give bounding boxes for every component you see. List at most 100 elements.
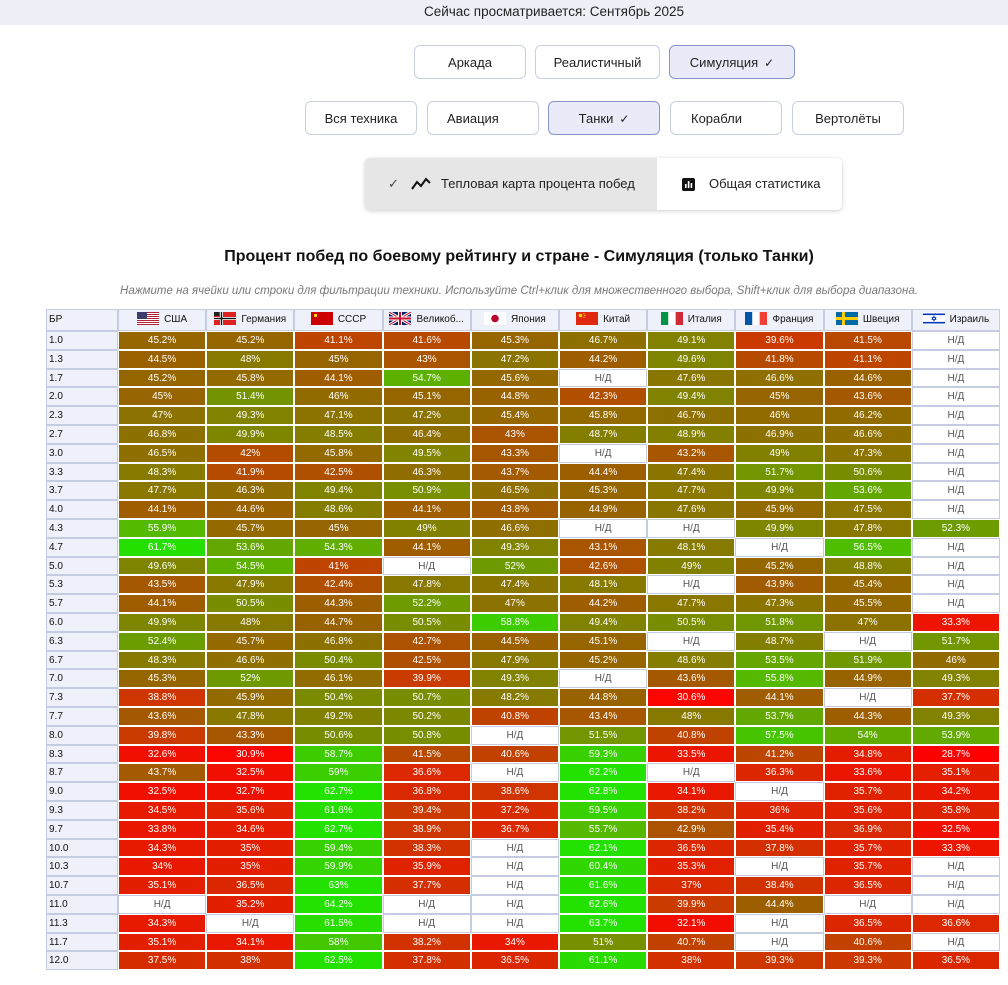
heatmap-cell[interactable]: 48.7% [559, 425, 648, 444]
heatmap-cell[interactable]: 36.7% [470, 819, 559, 839]
heatmap-cell[interactable]: 50.6% [294, 725, 383, 745]
country-header-usa[interactable]: США [118, 309, 207, 331]
heatmap-cell[interactable]: 35.1% [911, 763, 1000, 783]
heatmap-cell[interactable]: Н/Д [382, 556, 471, 576]
heatmap-cell[interactable]: 49.3% [470, 669, 559, 689]
heatmap-cell[interactable]: 44.2% [559, 594, 648, 613]
heatmap-cell[interactable]: 45.4% [470, 406, 559, 425]
heatmap-cell[interactable]: 45% [294, 349, 383, 369]
heatmap-cell[interactable]: 47.9% [470, 650, 559, 670]
heatmap-cell[interactable]: 32.1% [647, 913, 736, 933]
heatmap-cell[interactable]: 47.8% [382, 575, 471, 595]
heatmap-cell[interactable]: Н/Д [647, 631, 736, 651]
heatmap-cell[interactable]: 43.3% [206, 725, 295, 745]
heatmap-cell[interactable]: Н/Д [911, 331, 1000, 350]
heatmap-cell[interactable]: 60.4% [559, 857, 648, 877]
heatmap-cell[interactable]: 58% [294, 932, 383, 952]
heatmap-cell[interactable]: 51% [559, 932, 648, 952]
heatmap-cell[interactable]: Н/Д [735, 932, 824, 952]
heatmap-cell[interactable]: 30.6% [647, 688, 736, 707]
heatmap-cell[interactable]: 46.5% [118, 443, 207, 463]
heatmap-cell[interactable]: 41% [294, 556, 383, 576]
heatmap-cell[interactable]: 50.5% [647, 613, 736, 632]
mode-realistic-button[interactable]: Реалистичный [535, 45, 660, 79]
heatmap-cell[interactable]: 52.4% [118, 631, 207, 651]
heatmap-cell[interactable]: 36.6% [382, 763, 471, 783]
heatmap-cell[interactable]: 54.3% [294, 537, 383, 557]
country-header-italy[interactable]: Италия [647, 309, 736, 331]
heatmap-cell[interactable]: Н/Д [470, 895, 559, 914]
heatmap-cell[interactable]: 48% [206, 613, 295, 632]
br-row-label[interactable]: 1.0 [46, 331, 118, 350]
heatmap-cell[interactable]: 43.4% [559, 707, 648, 726]
heatmap-cell[interactable]: 39.4% [382, 801, 471, 820]
heatmap-cell[interactable]: 49.5% [382, 443, 471, 463]
heatmap-cell[interactable]: 47.4% [470, 575, 559, 595]
heatmap-cell[interactable]: 46% [294, 387, 383, 407]
heatmap-cell[interactable]: 42.6% [559, 556, 648, 576]
heatmap-cell[interactable]: 44.8% [470, 387, 559, 407]
heatmap-cell[interactable]: 39.8% [118, 725, 207, 745]
heatmap-cell[interactable]: Н/Д [911, 443, 1000, 463]
heatmap-cell[interactable]: 46.9% [735, 425, 824, 444]
heatmap-cell[interactable]: 36.5% [206, 876, 295, 895]
heatmap-cell[interactable]: 48.6% [294, 500, 383, 519]
heatmap-cell[interactable]: 57.5% [735, 725, 824, 745]
heatmap-cell[interactable]: 54% [823, 725, 912, 745]
heatmap-cell[interactable]: 47.3% [823, 443, 912, 463]
heatmap-cell[interactable]: 55.7% [559, 819, 648, 839]
heatmap-cell[interactable]: 47.9% [206, 575, 295, 595]
heatmap-cell[interactable]: 35.1% [118, 876, 207, 895]
br-row-label[interactable]: 7.0 [46, 669, 118, 689]
heatmap-cell[interactable]: Н/Д [470, 763, 559, 783]
heatmap-cell[interactable]: 45.8% [294, 443, 383, 463]
br-row-label[interactable]: 4.0 [46, 500, 118, 519]
heatmap-cell[interactable]: 48.2% [470, 688, 559, 707]
heatmap-cell[interactable]: 49.9% [118, 613, 207, 632]
br-row-label[interactable]: 12.0 [46, 951, 118, 971]
heatmap-cell[interactable]: 32.5% [911, 819, 1000, 839]
country-header-israel[interactable]: Израиль [911, 309, 1000, 331]
heatmap-cell[interactable]: 46.8% [118, 425, 207, 444]
heatmap-cell[interactable]: Н/Д [559, 519, 648, 538]
heatmap-cell[interactable]: 34.6% [206, 819, 295, 839]
heatmap-cell[interactable]: 48.9% [647, 425, 736, 444]
heatmap-cell[interactable]: 44.1% [118, 500, 207, 519]
heatmap-cell[interactable]: 34.8% [823, 744, 912, 764]
heatmap-cell[interactable]: 44.3% [823, 707, 912, 726]
heatmap-cell[interactable]: 35.6% [206, 801, 295, 820]
heatmap-cell[interactable]: 51.7% [911, 631, 1000, 651]
heatmap-cell[interactable]: 44.3% [294, 594, 383, 613]
heatmap-cell[interactable]: 35.4% [735, 819, 824, 839]
heatmap-cell[interactable]: 47.5% [823, 500, 912, 519]
heatmap-cell[interactable]: 41.5% [382, 744, 471, 764]
heatmap-cell[interactable]: 50.4% [294, 650, 383, 670]
heatmap-cell[interactable]: 40.8% [647, 725, 736, 745]
br-row-label[interactable]: 2.0 [46, 387, 118, 407]
br-row-label[interactable]: 8.0 [46, 725, 118, 745]
heatmap-cell[interactable]: 43.6% [647, 669, 736, 689]
heatmap-cell[interactable]: 63.7% [559, 913, 648, 933]
heatmap-cell[interactable]: 44.9% [823, 669, 912, 689]
heatmap-cell[interactable]: 53.7% [735, 707, 824, 726]
heatmap-cell[interactable]: 62.7% [294, 819, 383, 839]
heatmap-cell[interactable]: 47.7% [118, 481, 207, 501]
br-row-label[interactable]: 5.7 [46, 594, 118, 613]
heatmap-cell[interactable]: 41.9% [206, 462, 295, 482]
heatmap-cell[interactable]: 32.6% [118, 744, 207, 764]
br-row-label[interactable]: 8.3 [46, 744, 118, 764]
country-header-uk[interactable]: Великоб... [382, 309, 471, 331]
br-row-label[interactable]: 9.3 [46, 801, 118, 820]
heatmap-cell[interactable]: 42.5% [294, 462, 383, 482]
heatmap-cell[interactable]: 50.2% [382, 707, 471, 726]
heatmap-cell[interactable]: 48.1% [647, 537, 736, 557]
heatmap-cell[interactable]: 49.4% [647, 387, 736, 407]
heatmap-cell[interactable]: Н/Д [911, 575, 1000, 595]
heatmap-cell[interactable]: 62.8% [559, 782, 648, 801]
heatmap-cell[interactable]: 58.7% [294, 744, 383, 764]
heatmap-cell[interactable]: Н/Д [647, 763, 736, 783]
heatmap-cell[interactable]: 46.6% [823, 425, 912, 444]
heatmap-cell[interactable]: 62.5% [294, 951, 383, 971]
heatmap-cell[interactable]: 43.6% [118, 707, 207, 726]
heatmap-cell[interactable]: 37% [647, 876, 736, 895]
